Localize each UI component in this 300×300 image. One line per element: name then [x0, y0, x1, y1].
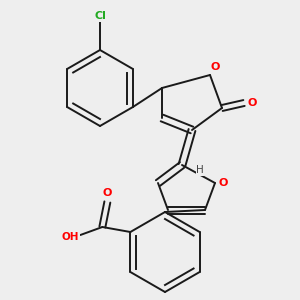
- Text: H: H: [196, 165, 204, 175]
- Text: O: O: [218, 178, 228, 188]
- Text: O: O: [247, 98, 257, 108]
- Text: Cl: Cl: [94, 11, 106, 21]
- Text: OH: OH: [61, 232, 79, 242]
- Text: O: O: [103, 188, 112, 198]
- Text: O: O: [210, 62, 220, 72]
